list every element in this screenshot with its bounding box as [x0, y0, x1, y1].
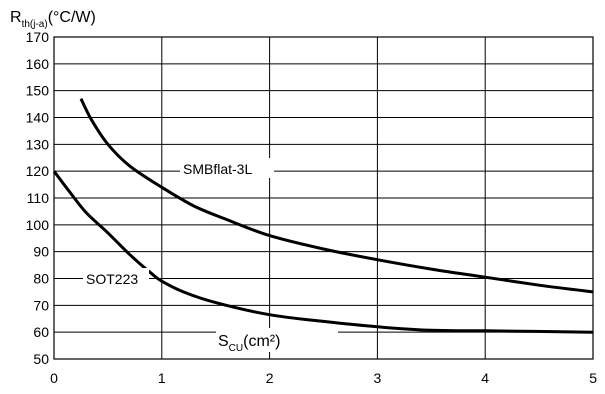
series-label-smbflat: SMBflat-3L — [183, 161, 252, 177]
plot-frame — [53, 36, 594, 360]
x-axis-label-unit: (cm²) — [243, 333, 280, 350]
y-tick-label: 120 — [26, 163, 50, 179]
x-tick-label: 4 — [481, 370, 489, 386]
x-axis-label-bg — [216, 328, 338, 352]
y-tick-label: 100 — [26, 217, 50, 233]
series-label-bg-smbflat — [180, 158, 274, 178]
series-line-sot223 — [52, 170, 594, 334]
y-axis-label-unit: (°C/W) — [48, 9, 96, 26]
y-tick-label: 140 — [26, 110, 50, 126]
y-axis-label-main: R — [10, 9, 22, 26]
y-tick-label: 50 — [33, 351, 49, 367]
x-axis-label-sub: CU — [229, 343, 243, 354]
x-axis-label-main: S — [218, 333, 229, 350]
y-tick-label: 90 — [33, 244, 49, 260]
grid — [53, 36, 594, 360]
y-tick-label: 130 — [26, 136, 50, 152]
x-tick-label: 0 — [50, 370, 58, 386]
y-tick-label: 150 — [26, 83, 50, 99]
tick-labels: 50 60 70 80 90 100 110 120 130 140 150 160 170 0 1 2 3 4 5 — [26, 29, 598, 386]
x-tick-label: 5 — [589, 370, 597, 386]
y-tick-label: 170 — [26, 29, 50, 45]
y-tick-label: 160 — [26, 56, 50, 72]
series-label-sot223: SOT223 — [86, 271, 138, 287]
x-tick-label: 1 — [158, 370, 166, 386]
curves — [52, 98, 594, 334]
y-axis-label: Rth(j-a)(°C/W) — [10, 9, 96, 30]
y-axis-label-sub: th(j-a) — [22, 19, 48, 30]
y-tick-label: 110 — [27, 190, 50, 206]
x-tick-label: 3 — [374, 370, 382, 386]
x-tick-label: 2 — [266, 370, 274, 386]
x-axis-label: SCU(cm²) — [218, 333, 280, 354]
y-tick-label: 60 — [33, 324, 49, 340]
series-label-bg-sot223 — [83, 268, 149, 288]
y-tick-label: 80 — [33, 271, 49, 287]
series-line-smbflat-3l — [79, 98, 594, 294]
y-tick-label: 70 — [33, 297, 49, 313]
